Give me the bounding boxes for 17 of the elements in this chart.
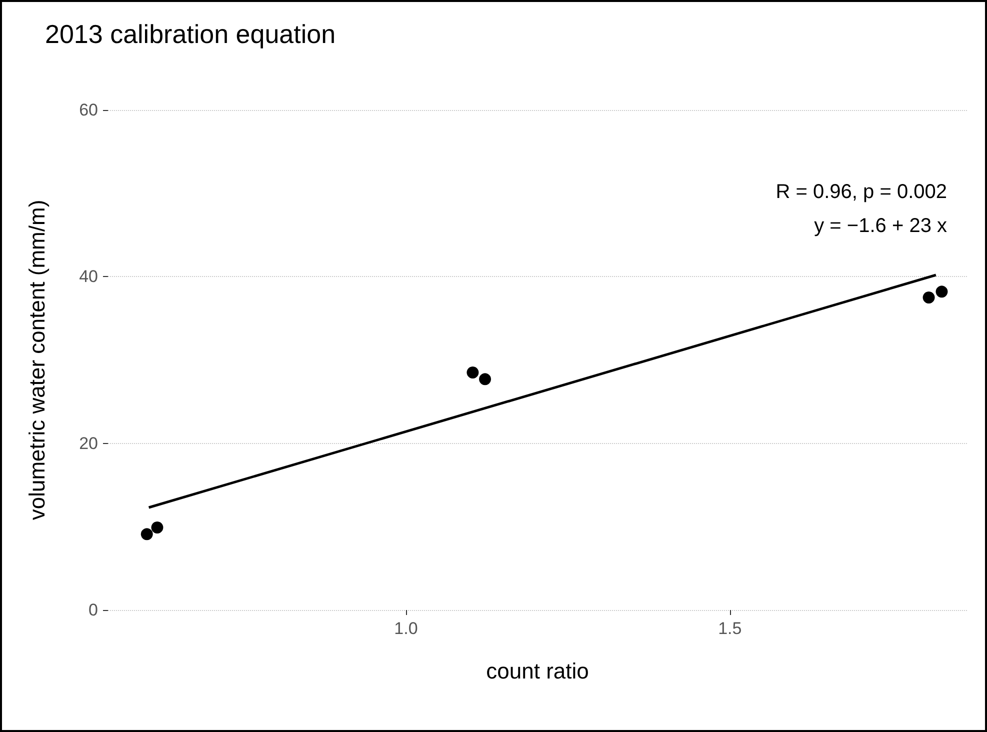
point: [466, 366, 479, 378]
point: [140, 528, 153, 540]
x-axis-title: count ratio: [486, 658, 589, 684]
x-tick-label: 1.0: [394, 619, 418, 638]
point: [922, 292, 935, 304]
chart-title: 2013 calibration equation: [45, 19, 336, 49]
point: [936, 286, 948, 298]
point: [479, 373, 492, 386]
y-tick-label: 0: [88, 600, 98, 620]
point: [151, 522, 164, 534]
y-tick-label: 60: [79, 100, 98, 120]
y-axis-title: volumetric water content (mm/m): [24, 200, 50, 520]
y-tick-label: 20: [79, 434, 98, 453]
y-tick-label: 40: [79, 267, 98, 286]
x-tick-label: 1.5: [718, 619, 742, 638]
annotation: y = −1.6 + 23 x: [814, 215, 948, 237]
annotation: R = 0.96, p = 0.002: [776, 181, 948, 203]
